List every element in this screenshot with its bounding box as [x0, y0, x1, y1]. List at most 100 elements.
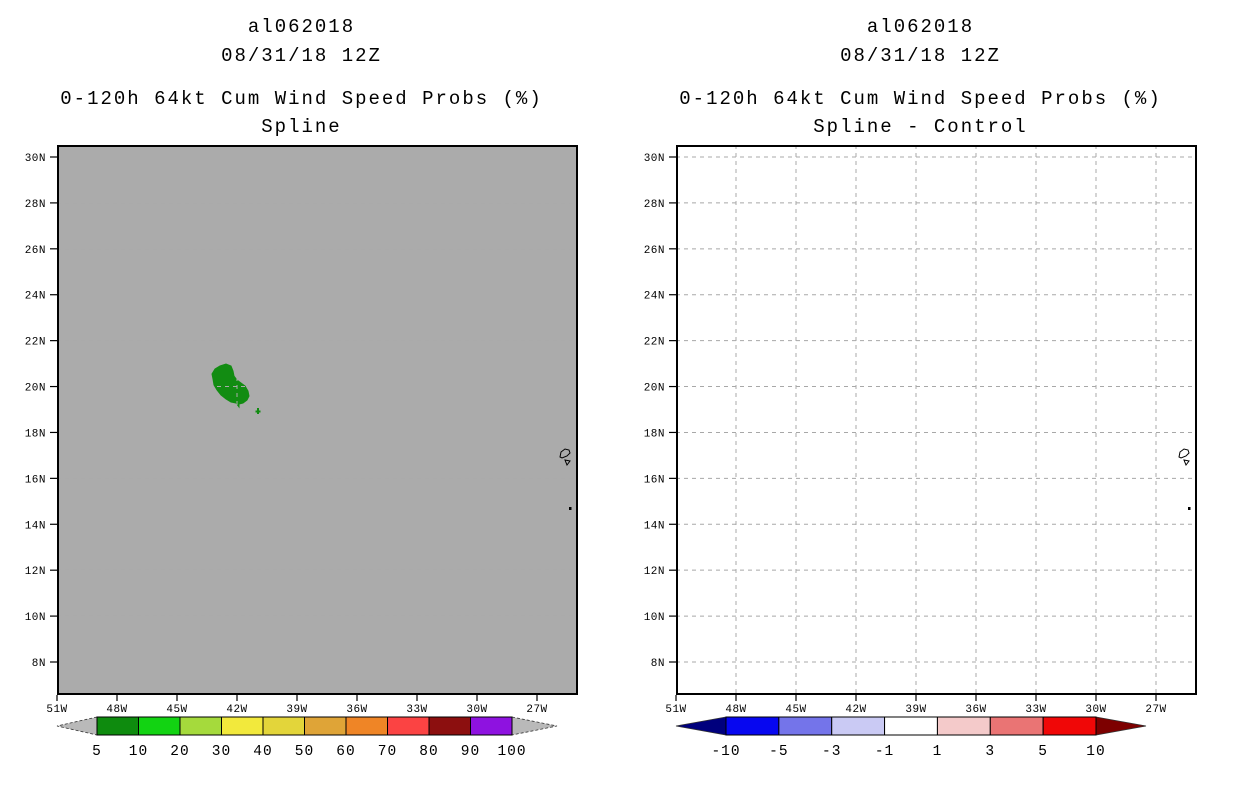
colorbar-segment [1042, 716, 1097, 736]
lat-tick-label: 10N [644, 612, 665, 624]
init-datetime: 08/31/18 12Z [840, 45, 1001, 67]
lon-tick-label: 36W [346, 704, 367, 716]
island-outline [1183, 459, 1190, 467]
island-outline [559, 448, 571, 459]
colorbar-label: 60 [336, 744, 355, 760]
colorbar-label: 1 [933, 744, 943, 760]
lat-tick-label: 18N [25, 428, 46, 440]
plot-subtitle: Spline [261, 116, 342, 138]
colorbar-label: 10 [129, 744, 148, 760]
colorbar-label: 5 [92, 744, 102, 760]
colorbar-segment [387, 716, 430, 736]
colorbar-right-arrow [1095, 716, 1147, 736]
lon-tick-label: 39W [905, 704, 926, 716]
map-background [57, 145, 578, 695]
colorbar-label: 40 [253, 744, 272, 760]
map-frame [57, 145, 578, 695]
colorbar-segment [304, 716, 347, 736]
lat-tick-label: 8N [32, 658, 46, 670]
colorbar-segment [989, 716, 1044, 736]
colorbar-label: 70 [378, 744, 397, 760]
colorbar-label: -5 [769, 744, 788, 760]
island-dot [1188, 507, 1191, 510]
lat-tick-label: 14N [644, 520, 665, 532]
lon-tick-label: 27W [526, 704, 547, 716]
colorbar-label: 90 [461, 744, 480, 760]
colorbar-segment [884, 716, 938, 736]
colorbar-label: -3 [822, 744, 841, 760]
lon-tick-label: 27W [1145, 704, 1166, 716]
lat-tick-label: 28N [25, 199, 46, 211]
colorbar-label: -10 [711, 744, 740, 760]
lat-tick-label: 22N [644, 337, 665, 349]
colorbar-segment [179, 716, 222, 736]
lat-tick-label: 14N [25, 520, 46, 532]
lon-tick-label: 45W [785, 704, 806, 716]
colorbar-segment [96, 716, 139, 736]
lon-tick-label: 42W [226, 704, 247, 716]
colorbar-segment [725, 716, 780, 736]
colorbar-label: 10 [1086, 744, 1105, 760]
lon-tick-label: 33W [1025, 704, 1046, 716]
init-datetime: 08/31/18 12Z [221, 45, 382, 67]
map-spline-minus-control: 30N 28N 26N 24N 22N 20N 18N 16N 14N 12N 10N 8N 51W 48… [644, 145, 1197, 716]
colorbar-left-arrow [675, 716, 727, 736]
lon-tick-label: 45W [166, 704, 187, 716]
prob-speck [255, 410, 261, 413]
colorbar-label: 20 [170, 744, 189, 760]
lon-tick-label: 30W [466, 704, 487, 716]
plot-title: 0-120h 64kt Cum Wind Speed Probs (%) [60, 88, 543, 110]
colorbar-right-arrow [511, 716, 558, 736]
lon-tick-label: 30W [1085, 704, 1106, 716]
lat-tick-label: 30N [644, 153, 665, 165]
colorbar-label: 3 [985, 744, 995, 760]
colorbar-segment [262, 716, 305, 736]
colorbar-label: 80 [419, 744, 438, 760]
colorbar-label: 30 [212, 744, 231, 760]
lat-tick-label: 20N [644, 383, 665, 395]
lat-tick-label: 22N [25, 337, 46, 349]
panel-spline: al062018 08/31/18 12Z 0-120h 64kt Cum Wi… [25, 0, 578, 800]
colorbar-segment [778, 716, 833, 736]
colorbar-label: 50 [295, 744, 314, 760]
map-background [676, 145, 1197, 695]
lat-tick-label: 30N [25, 153, 46, 165]
lat-tick-label: 26N [644, 245, 665, 257]
prob-region-5pct [211, 363, 250, 409]
lon-tick-label: 51W [665, 704, 686, 716]
lon-tick-label: 42W [845, 704, 866, 716]
map-spline: 30N 28N 26N 24N 22N 20N 18N 16N 14N 12N 10N 8N 51W 48… [25, 145, 578, 716]
plot-title: 0-120h 64kt Cum Wind Speed Probs (%) [679, 88, 1162, 110]
map-frame [676, 145, 1197, 695]
colorbar-segment [831, 716, 886, 736]
storm-id: al062018 [866, 16, 975, 38]
colorbar-label: -1 [875, 744, 894, 760]
colorbar-segment [221, 716, 264, 736]
colorbar-segment [936, 716, 991, 736]
colorbar-left-arrow [56, 716, 98, 736]
lon-tick-label: 48W [106, 704, 127, 716]
lon-tick-label: 51W [46, 704, 67, 716]
lat-tick-label: 24N [25, 291, 46, 303]
lat-tick-label: 20N [25, 383, 46, 395]
colorbar-segment [428, 716, 471, 736]
island-outline [564, 459, 571, 467]
lat-tick-label: 8N [651, 658, 665, 670]
lat-tick-label: 28N [644, 199, 665, 211]
lon-tick-label: 39W [286, 704, 307, 716]
colorbar-spline: 5 10 20 30 40 50 60 70 80 90 100 [56, 716, 558, 760]
lat-tick-label: 18N [644, 428, 665, 440]
lat-tick-label: 24N [644, 291, 665, 303]
colorbar-label: 100 [497, 744, 526, 760]
colorbar-segment [470, 716, 513, 736]
lat-tick-label: 10N [25, 612, 46, 624]
lon-tick-label: 48W [725, 704, 746, 716]
island-dot [569, 507, 572, 510]
lat-tick-label: 16N [644, 474, 665, 486]
colorbar-label: 5 [1038, 744, 1048, 760]
panel-spline-minus-control: al062018 08/31/18 12Z 0-120h 64kt Cum Wi… [644, 0, 1197, 800]
colorbar-spline-minus-control: -10 -5 -3 -1 1 3 5 10 [675, 716, 1147, 760]
lon-tick-label: 33W [406, 704, 427, 716]
lat-tick-label: 26N [25, 245, 46, 257]
